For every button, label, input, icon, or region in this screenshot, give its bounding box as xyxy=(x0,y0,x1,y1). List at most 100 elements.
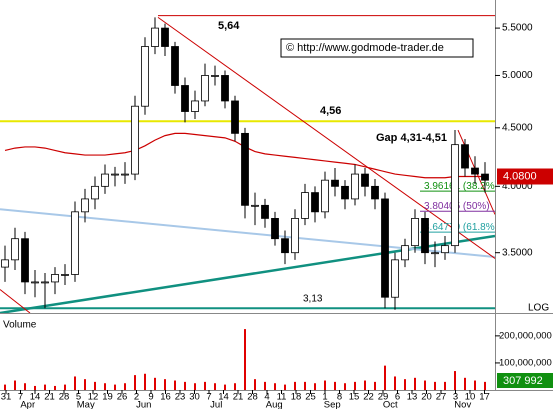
y-tick-label: 4.0000 xyxy=(502,181,533,192)
candle-body xyxy=(421,218,429,254)
candle-body xyxy=(21,238,29,283)
candle-body xyxy=(211,75,219,77)
volume-bar xyxy=(274,383,276,390)
x-tick-label: 28 xyxy=(59,392,70,403)
candle-body xyxy=(411,218,419,247)
candle-body xyxy=(71,211,79,275)
candle-body xyxy=(1,259,9,268)
volume-bar xyxy=(164,379,166,390)
month-label: Jul xyxy=(210,400,222,409)
volume-bar xyxy=(234,383,236,390)
volume-bar xyxy=(34,385,36,390)
y-tick-label: 5.5000 xyxy=(502,23,533,34)
candle-body xyxy=(341,185,349,200)
x-tick-label: 15 xyxy=(349,392,360,403)
candle-body xyxy=(311,192,319,213)
copyright: © http://www.godmode-trader.de xyxy=(286,42,444,54)
volume-bar xyxy=(134,375,136,390)
volume-bar xyxy=(284,384,286,390)
candle-body xyxy=(391,259,399,298)
volume-bar xyxy=(384,365,386,390)
volume-bar xyxy=(424,380,426,390)
candle-body xyxy=(241,132,249,206)
x-tick-label: 28 xyxy=(247,392,258,403)
volume-bar xyxy=(214,383,216,390)
volume-bar xyxy=(184,381,186,390)
x-tick-label: 11 xyxy=(277,392,287,403)
volume-bar xyxy=(394,376,396,390)
last-price: 4.0800 xyxy=(503,170,537,182)
x-tick-label: 18 xyxy=(291,392,302,403)
candle-body xyxy=(471,167,479,175)
candle-body xyxy=(351,173,359,200)
volume-bar xyxy=(94,381,96,390)
x-tick-label: 8 xyxy=(337,392,342,403)
volume-bar xyxy=(364,380,366,390)
candle-body xyxy=(151,27,159,47)
candle-body xyxy=(301,192,309,219)
candle-body xyxy=(31,281,39,284)
x-tick-label: 29 xyxy=(378,392,389,403)
month-label: Aug xyxy=(266,400,283,409)
gap-label: Gap 4,31-4,51 xyxy=(376,132,447,144)
volume-bar xyxy=(434,381,436,390)
volume-bar xyxy=(204,381,206,390)
volume-bar xyxy=(154,377,156,390)
y-tick-label: 3.5000 xyxy=(502,247,533,258)
last-price-box xyxy=(497,168,553,185)
candle-body xyxy=(261,204,269,219)
candle-body xyxy=(251,204,259,207)
y-tick-label: 4.5000 xyxy=(502,122,533,133)
v-tick-label: 100,000,000 xyxy=(499,357,552,368)
x-tick-label: 5 xyxy=(76,392,81,403)
x-tick-label: 3 xyxy=(453,392,458,403)
candle-body xyxy=(11,238,19,261)
fib-label: 3.96161 (38.2%) xyxy=(424,181,498,192)
candle-body xyxy=(381,198,389,298)
candle-body xyxy=(181,85,189,112)
volume-bar xyxy=(324,380,326,390)
candle-body xyxy=(191,100,199,112)
candle-body xyxy=(111,173,119,176)
fib-label: 3.64779 (61.8%) xyxy=(424,222,498,233)
candle-body xyxy=(441,245,449,254)
volume-bar xyxy=(64,384,66,390)
volume-bar xyxy=(44,384,46,390)
candle-body xyxy=(231,100,239,134)
candle-body xyxy=(41,281,49,284)
x-tick-label: 30 xyxy=(189,392,200,403)
x-tick-label: 9 xyxy=(148,392,153,403)
x-tick-label: 26 xyxy=(117,392,128,403)
candle-body xyxy=(451,144,459,247)
volume-bar xyxy=(344,383,346,390)
volume-bar xyxy=(404,379,406,390)
trendline xyxy=(0,289,31,313)
x-tick-label: 21 xyxy=(233,392,244,403)
candle-body xyxy=(271,218,279,240)
candle-body xyxy=(201,75,209,102)
last-volume-box xyxy=(497,373,553,388)
volume-bar xyxy=(254,379,256,390)
x-tick-label: 10 xyxy=(465,392,476,403)
volume-bar xyxy=(464,377,466,390)
volume-bar xyxy=(14,380,16,390)
x-tick-label: 7 xyxy=(206,392,211,403)
price-panel: 3.96161 (38.2%)3.80405 (50%)3.64779 (61.… xyxy=(0,15,498,313)
candle-body xyxy=(221,75,229,102)
x-tick-label: 14 xyxy=(30,392,41,403)
volume-bar xyxy=(194,383,196,390)
volume-title: Volume xyxy=(3,320,37,331)
trendline xyxy=(157,16,495,259)
volume-bar xyxy=(474,380,476,390)
volume-bar xyxy=(104,383,106,390)
x-tick-label: 27 xyxy=(436,392,447,403)
volume-bar xyxy=(74,376,76,390)
candle-body xyxy=(101,173,109,187)
month-label: Oct xyxy=(383,400,398,409)
candle-body xyxy=(51,274,59,283)
x-tick-label: 1 xyxy=(322,392,327,403)
candle-body xyxy=(121,173,129,176)
x-tick-label: 19 xyxy=(102,392,113,403)
